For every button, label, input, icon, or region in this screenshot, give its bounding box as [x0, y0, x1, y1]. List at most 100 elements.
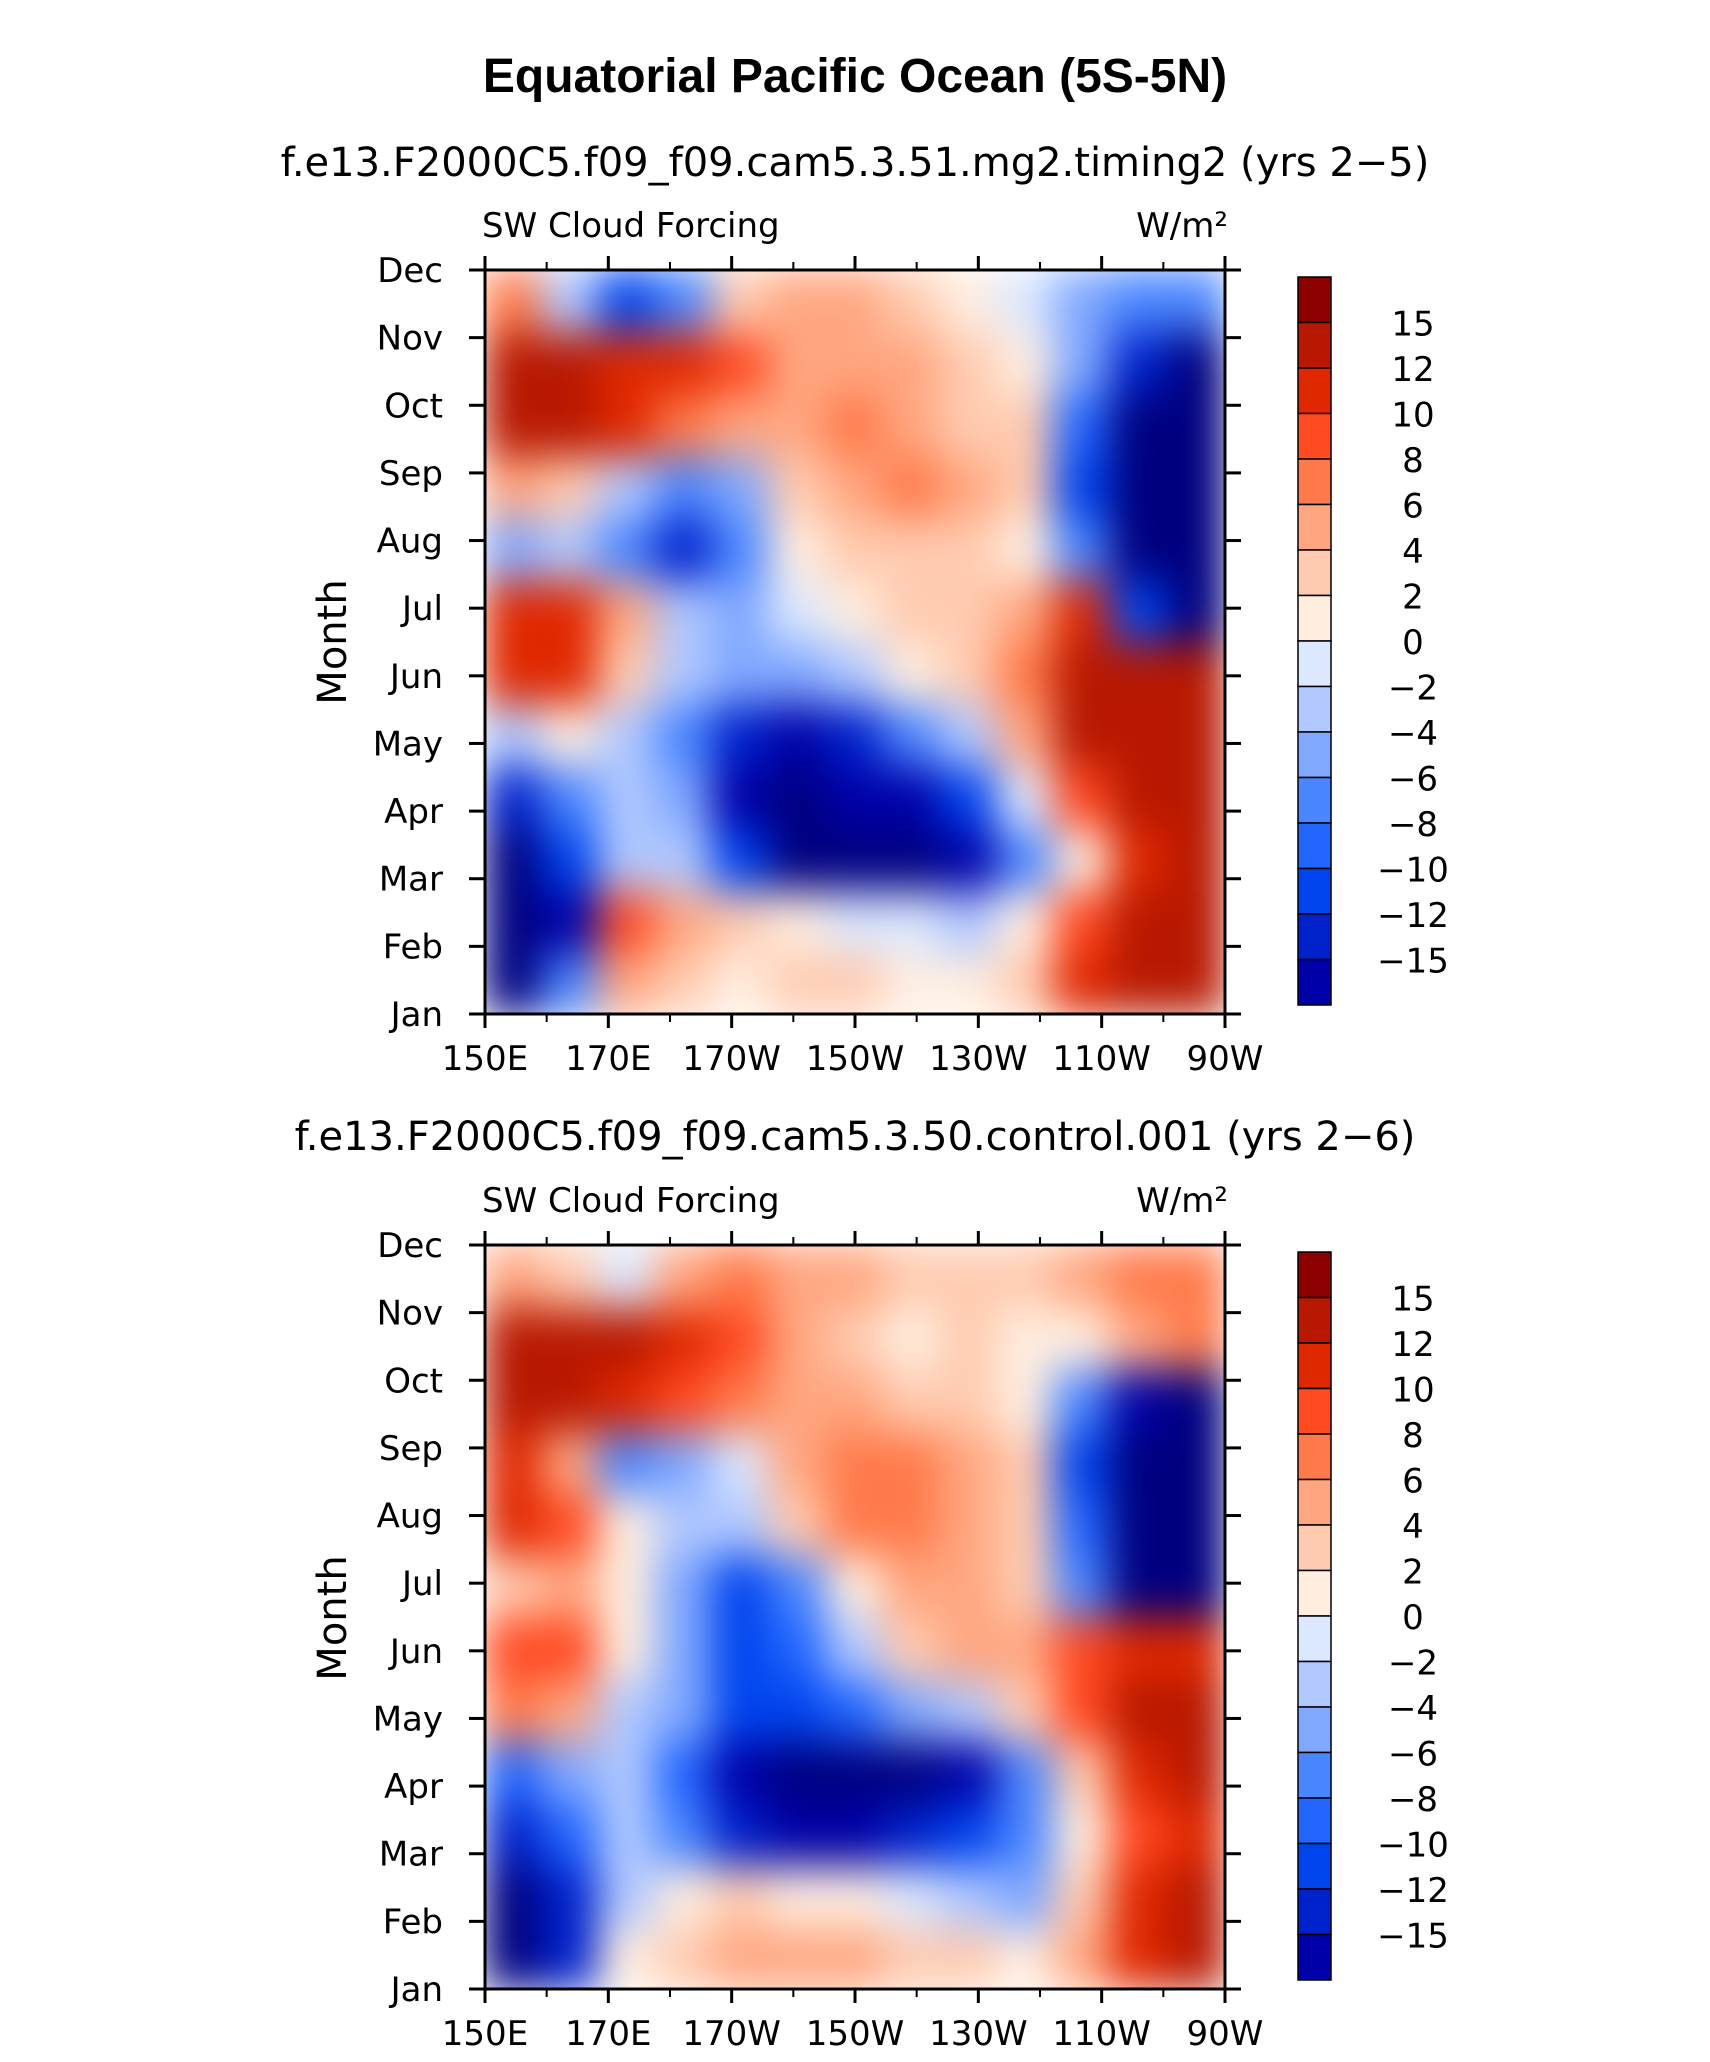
colorbar-box — [1297, 913, 1332, 961]
heatmap-cell — [1166, 330, 1225, 396]
heatmap-cell — [882, 392, 942, 458]
heatmap-cell — [1110, 888, 1170, 954]
panel-right-label: W/m² — [1136, 206, 1228, 246]
heatmap-cell — [485, 270, 544, 334]
panel-right-label: W/m² — [1136, 1181, 1228, 1221]
heatmap-cell — [597, 578, 657, 644]
heatmap-cell — [825, 640, 885, 706]
heatmap-cell — [1053, 1801, 1113, 1867]
heatmap-cell — [711, 270, 771, 334]
colorbar-label: −12 — [1377, 896, 1449, 936]
heatmap-cell — [996, 640, 1056, 706]
heatmap-cell — [654, 454, 714, 520]
y-axis-label: Month — [310, 1555, 356, 1680]
heatmap-cell — [939, 1925, 999, 1989]
heatmap-cell — [540, 1863, 600, 1929]
heatmap-cell — [654, 702, 714, 768]
colorbar-label: 15 — [1391, 1280, 1434, 1320]
colorbar-label: 0 — [1402, 623, 1424, 663]
heatmap-cell — [1053, 826, 1113, 892]
y-tick-label: Feb — [383, 927, 443, 967]
heatmap-cell — [996, 1553, 1056, 1619]
heatmap-cell — [540, 516, 600, 582]
heatmap-cell — [939, 1739, 999, 1805]
heatmap-cell — [825, 578, 885, 644]
heatmap-cell — [825, 1367, 885, 1433]
heatmap-cell — [882, 516, 942, 582]
y-tick-label: Jul — [400, 589, 443, 629]
heatmap-cell — [485, 1739, 544, 1805]
heatmap-cell — [1053, 702, 1113, 768]
y-tick-label: Sep — [379, 1429, 443, 1469]
heatmap-cell — [825, 702, 885, 768]
heatmap-cell — [711, 764, 771, 830]
heatmap-cell — [711, 1739, 771, 1805]
colorbar-box — [1297, 1888, 1332, 1936]
heatmap-cell — [711, 1305, 771, 1371]
heatmap-cell — [711, 1429, 771, 1495]
heatmap-cell — [1110, 1863, 1170, 1929]
heatmap-cell — [485, 1863, 544, 1929]
colorbar-label: 6 — [1402, 1462, 1424, 1502]
heatmap-cell — [1166, 516, 1225, 582]
heatmap-cell — [597, 1305, 657, 1371]
heatmap-cell — [1053, 640, 1113, 706]
heatmap-cell — [825, 1677, 885, 1743]
heatmap-cell — [882, 1739, 942, 1805]
heatmap-cell — [996, 1367, 1056, 1433]
heatmap-cell — [939, 1245, 999, 1309]
heatmap-cell — [768, 1245, 828, 1309]
heatmap-cell — [1053, 1429, 1113, 1495]
x-tick-label: 150E — [442, 1039, 528, 1079]
heatmap-cell — [540, 1491, 600, 1557]
heatmap-cells — [485, 1245, 1225, 1989]
heatmap-cell — [654, 330, 714, 396]
heatmap-cell — [1166, 1677, 1225, 1743]
heatmap-cell — [540, 1553, 600, 1619]
heatmap-cell — [597, 1429, 657, 1495]
heatmap-cell — [1053, 270, 1113, 334]
heatmap-cell — [1053, 330, 1113, 396]
x-tick-label: 150W — [806, 1039, 905, 1079]
heatmap-cell — [597, 330, 657, 396]
y-tick-label: Jun — [388, 1632, 443, 1672]
colorbar-box — [1297, 412, 1332, 460]
heatmap-cell — [825, 1305, 885, 1371]
colorbar-label: −15 — [1377, 942, 1449, 982]
heatmap-cell — [939, 888, 999, 954]
heatmap-cell — [654, 1367, 714, 1433]
colorbar-label: −2 — [1388, 669, 1438, 709]
heatmap-cell — [711, 826, 771, 892]
heatmap-cell — [825, 1801, 885, 1867]
colorbar-box — [1297, 685, 1332, 733]
heatmap-cell — [939, 1491, 999, 1557]
heatmap-cell — [882, 1367, 942, 1433]
heatmap-cell — [540, 1305, 600, 1371]
heatmap-cell — [1166, 702, 1225, 768]
heatmap-cell — [882, 888, 942, 954]
heatmap-cell — [996, 1429, 1056, 1495]
colorbar-label: 12 — [1391, 1325, 1434, 1365]
y-tick-label: Dec — [377, 1226, 443, 1266]
heatmap-cell — [485, 1925, 544, 1989]
heatmap-cell — [768, 578, 828, 644]
heatmap-cell — [597, 1863, 657, 1929]
heatmap-cell — [1166, 454, 1225, 520]
heatmap-cell — [540, 1429, 600, 1495]
heatmap-cell — [825, 764, 885, 830]
heatmap-cell — [825, 950, 885, 1014]
heatmap-cell — [825, 1245, 885, 1309]
heatmap-cell — [485, 826, 544, 892]
heatmap-cell — [540, 702, 600, 768]
colorbar-box — [1297, 867, 1332, 915]
heatmap-cell — [1110, 764, 1170, 830]
heatmap-cell — [597, 454, 657, 520]
panel-control: f.e13.F2000C5.f09_f09.cam5.3.50.control.… — [295, 1114, 1449, 2054]
heatmap-cell — [597, 1739, 657, 1805]
heatmap-cell — [654, 1925, 714, 1989]
heatmap-cell — [1110, 1429, 1170, 1495]
x-tick-label: 170W — [682, 2014, 781, 2054]
heatmap-cell — [825, 888, 885, 954]
heatmap-cell — [654, 764, 714, 830]
